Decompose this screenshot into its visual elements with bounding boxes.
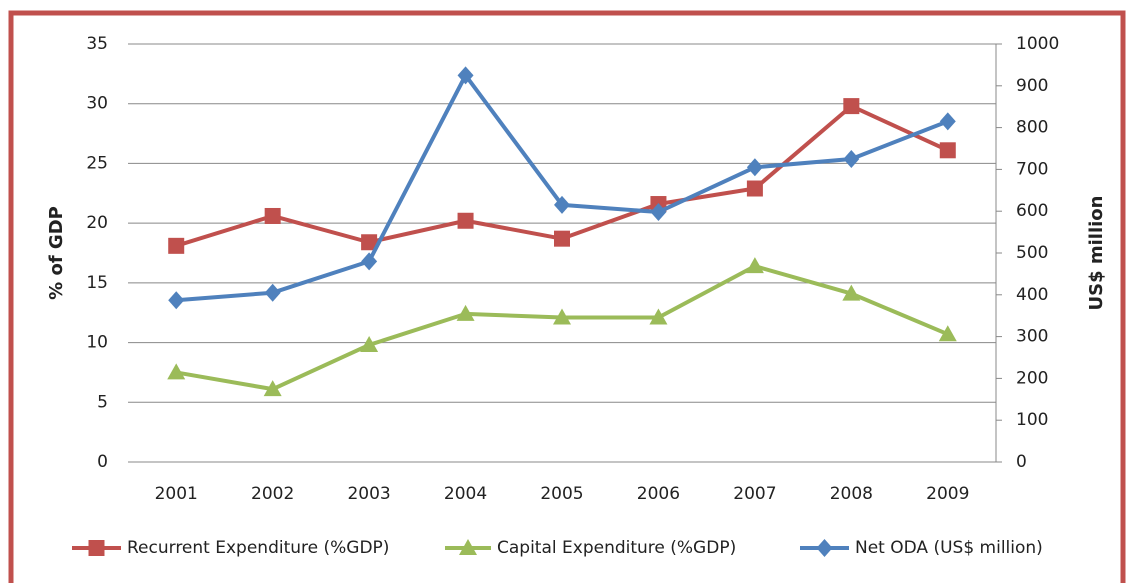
marker-triangle xyxy=(938,325,957,342)
marker-square xyxy=(457,212,474,229)
y2-axis-title: US$ million xyxy=(1086,196,1107,311)
y2-tick-label: 300 xyxy=(1016,327,1048,347)
y-tick-label: 0 xyxy=(97,452,108,472)
marker-diamond xyxy=(361,252,378,271)
y-tick-label: 25 xyxy=(86,153,108,173)
y-tick-label: 20 xyxy=(86,213,108,233)
x-tick-label: 2003 xyxy=(347,484,390,504)
marker-square xyxy=(554,230,570,247)
x-tick-label: 2009 xyxy=(926,484,969,504)
y2-tick-label: 0 xyxy=(1016,452,1027,472)
marker-diamond xyxy=(816,539,833,557)
x-tick-label: 2006 xyxy=(637,484,680,504)
y-axis-title: % of GDP xyxy=(46,206,67,300)
x-tick-label: 2004 xyxy=(444,484,487,504)
x-tick-label: 2002 xyxy=(251,484,294,504)
legend-label: Capital Expenditure (%GDP) xyxy=(497,538,736,558)
y2-tick-label: 100 xyxy=(1016,410,1048,430)
x-tick-label: 2001 xyxy=(155,484,198,504)
x-tick-label: 2007 xyxy=(733,484,776,504)
marker-square xyxy=(88,540,105,556)
marker-square xyxy=(939,142,956,159)
marker-triangle xyxy=(842,284,861,301)
marker-triangle xyxy=(459,539,477,555)
marker-triangle xyxy=(553,308,571,325)
marker-diamond xyxy=(939,112,956,131)
marker-diamond xyxy=(168,291,185,310)
marker-diamond xyxy=(650,203,667,222)
y-tick-label: 15 xyxy=(86,273,108,293)
y2-tick-label: 400 xyxy=(1016,285,1048,305)
marker-diamond xyxy=(843,149,860,168)
marker-diamond xyxy=(554,195,570,214)
y2-tick-label: 200 xyxy=(1016,368,1048,388)
y2-tick-label: 700 xyxy=(1016,159,1048,179)
marker-square xyxy=(746,180,763,197)
x-tick-label: 2005 xyxy=(540,484,583,504)
marker-diamond xyxy=(264,283,281,302)
y2-tick-label: 800 xyxy=(1016,118,1048,138)
marker-triangle xyxy=(360,335,379,352)
marker-diamond xyxy=(746,158,763,177)
legend-label: Recurrent Expenditure (%GDP) xyxy=(127,538,389,558)
marker-square xyxy=(843,98,860,115)
y2-tick-label: 1000 xyxy=(1016,34,1059,54)
y-tick-label: 10 xyxy=(86,333,108,353)
marker-square xyxy=(361,234,378,251)
x-tick-label: 2008 xyxy=(830,484,873,504)
marker-square xyxy=(168,237,185,254)
y-tick-label: 5 xyxy=(97,392,108,412)
y-tick-label: 35 xyxy=(86,34,108,54)
y-tick-label: 30 xyxy=(86,94,108,114)
marker-triangle xyxy=(745,257,764,274)
marker-triangle xyxy=(649,308,668,325)
marker-diamond xyxy=(457,66,474,85)
marker-triangle xyxy=(456,304,475,321)
y2-tick-label: 900 xyxy=(1016,76,1048,96)
y2-tick-label: 600 xyxy=(1016,201,1048,221)
marker-triangle xyxy=(263,380,282,397)
legend-label: Net ODA (US$ million) xyxy=(855,538,1043,558)
y2-tick-label: 500 xyxy=(1016,243,1048,263)
marker-triangle xyxy=(167,363,186,380)
marker-square xyxy=(264,207,281,224)
